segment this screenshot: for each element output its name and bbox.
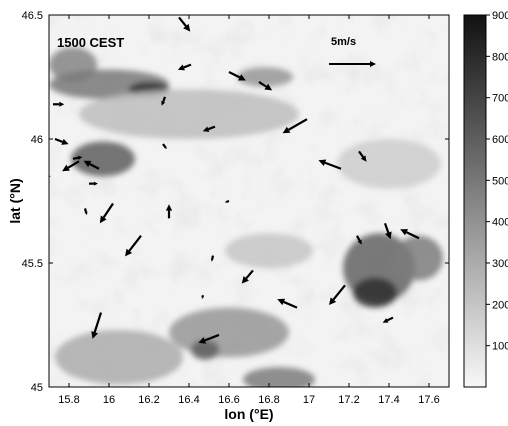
x-tick-label: 15.8 <box>58 394 79 406</box>
x-tick-label: 16.4 <box>178 394 199 406</box>
x-tick-label: 16.2 <box>138 394 159 406</box>
scale-label: 5m/s <box>331 36 356 48</box>
x-axis-ticks: 15.8 16 16.2 16.4 16.6 16.8 17 17.2 17.4 17.6 <box>58 15 440 406</box>
wind-vector <box>62 160 80 172</box>
panel-title: 1500 CEST <box>57 35 124 50</box>
y-tick-label: 46.5 <box>22 10 43 22</box>
x-tick-label: 17.2 <box>338 394 359 406</box>
terrain-patch <box>337 139 441 189</box>
wind-vector <box>83 160 100 170</box>
wind-vector <box>258 81 273 91</box>
colorbar-tick-label: 300 <box>492 258 508 270</box>
terrain-patch <box>71 141 135 177</box>
colorbar-tick-label: 800 <box>492 51 508 63</box>
y-tick-label: 46 <box>31 134 43 146</box>
terrain-patch <box>191 339 219 360</box>
wind-vector <box>161 96 167 106</box>
colorbar <box>463 14 487 388</box>
y-axis-label: lat (°N) <box>7 178 23 223</box>
wind-vector <box>202 125 216 132</box>
wind-vector <box>318 159 342 170</box>
y-tick-label: 45.5 <box>22 258 43 270</box>
x-tick-label: 16 <box>103 394 115 406</box>
wind-vector <box>99 202 114 224</box>
scale-arrow: 5m/s <box>329 36 376 67</box>
colorbar-ticks: 100 200 300 400 500 600 700 800 900 <box>486 10 508 353</box>
wind-vector <box>201 294 205 299</box>
terrain-patch <box>395 235 443 281</box>
x-tick-label: 16.6 <box>218 394 239 406</box>
terrain-patch <box>55 329 183 385</box>
wind-vector <box>358 150 367 162</box>
wind-vector <box>72 155 83 160</box>
colorbar-tick-label: 600 <box>492 134 508 146</box>
x-tick-label: 17.4 <box>378 394 399 406</box>
wind-vector <box>210 255 215 262</box>
x-tick-label: 17 <box>303 394 315 406</box>
wind-vector <box>356 235 362 245</box>
colorbar-tick-label: 900 <box>492 10 508 22</box>
terrain-patch <box>237 67 293 87</box>
wind-vector <box>383 222 392 240</box>
wind-vector <box>277 298 298 309</box>
x-tick-label: 17.6 <box>418 394 439 406</box>
wind-vector <box>162 143 167 150</box>
colorbar-tick-label: 200 <box>492 299 508 311</box>
wind-vector <box>177 63 192 71</box>
plot-frame <box>48 14 450 388</box>
wind-vector <box>125 235 142 257</box>
wind-vector <box>224 199 230 203</box>
wind-vector <box>282 118 308 134</box>
colorbar-tick-label: 700 <box>492 93 508 105</box>
terrain-patch <box>79 89 299 139</box>
wind-vectors <box>49 16 420 344</box>
wind-vector <box>228 71 246 81</box>
wind-vector <box>198 333 220 344</box>
wind-vector <box>165 204 173 219</box>
wind-vector <box>178 16 191 32</box>
wind-vector <box>400 229 420 240</box>
wind-vector <box>54 137 69 145</box>
terrain-patch <box>353 277 397 308</box>
wind-vector <box>382 316 394 323</box>
x-tick-label: 16.8 <box>258 394 279 406</box>
y-axis-ticks: 45 45.5 46 46.5 <box>22 10 449 394</box>
wind-vector <box>89 181 98 186</box>
terrain-patch <box>169 307 289 358</box>
x-axis-label: lon (°E) <box>224 406 273 422</box>
y-tick-label: 45 <box>31 382 43 394</box>
wind-vector <box>83 208 88 216</box>
terrain-shading <box>49 47 443 387</box>
colorbar-tick-label: 400 <box>492 217 508 229</box>
wind-vector <box>329 284 346 306</box>
colorbar-tick-label: 100 <box>492 341 508 353</box>
wind-vector <box>91 312 103 339</box>
colorbar-tick-label: 500 <box>492 175 508 187</box>
wind-vector <box>53 101 65 107</box>
terrain-patch <box>225 233 313 268</box>
wind-vector <box>241 269 254 284</box>
terrain-patch <box>243 367 315 387</box>
